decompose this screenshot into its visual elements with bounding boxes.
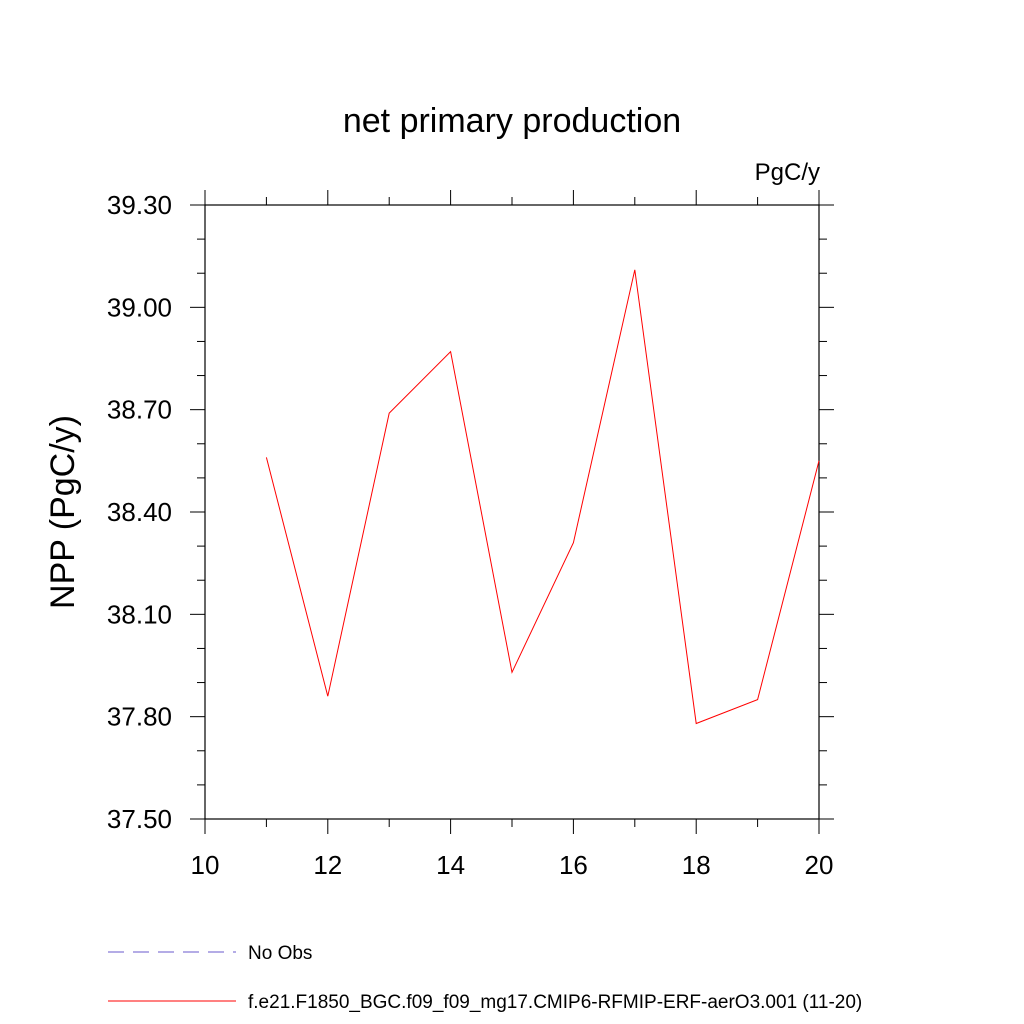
x-tick-label: 16 (559, 850, 588, 880)
y-tick-label: 39.30 (107, 190, 172, 220)
y-tick-label: 38.10 (107, 599, 172, 629)
x-tick-label: 20 (805, 850, 834, 880)
y-tick-label: 37.50 (107, 804, 172, 834)
axis-tick-labels: 10 12 14 16 18 20 37.50 37.80 38.10 38.40 38.70 39.… (107, 190, 834, 880)
legend-label: No Obs (248, 943, 312, 964)
x-tick-label: 14 (436, 850, 465, 880)
y-tick-label: 38.40 (107, 497, 172, 527)
plot-frame (204, 204, 820, 820)
y-tick-label: 39.00 (107, 292, 172, 322)
series-group (265, 269, 820, 725)
y-tick-label: 37.80 (107, 702, 172, 732)
x-tick-label: 12 (313, 850, 342, 880)
y-axis-label: NPP (PgC/y) (44, 415, 82, 609)
x-tick-label: 10 (191, 850, 220, 880)
x-tick-label: 18 (682, 850, 711, 880)
chart-title: net primary production (343, 102, 681, 140)
axis-ticks (190, 190, 834, 834)
legend: No Obs f.e21.F1850_BGC.f09_f09_mg17.CMIP6… (108, 943, 862, 1013)
plot-area (204, 204, 820, 820)
series-line (265, 269, 820, 725)
legend-label: f.e21.F1850_BGC.f09_f09_mg17.CMIP6-RFMIP… (248, 992, 862, 1013)
units-label: PgC/y (755, 159, 820, 186)
y-tick-label: 38.70 (107, 395, 172, 425)
